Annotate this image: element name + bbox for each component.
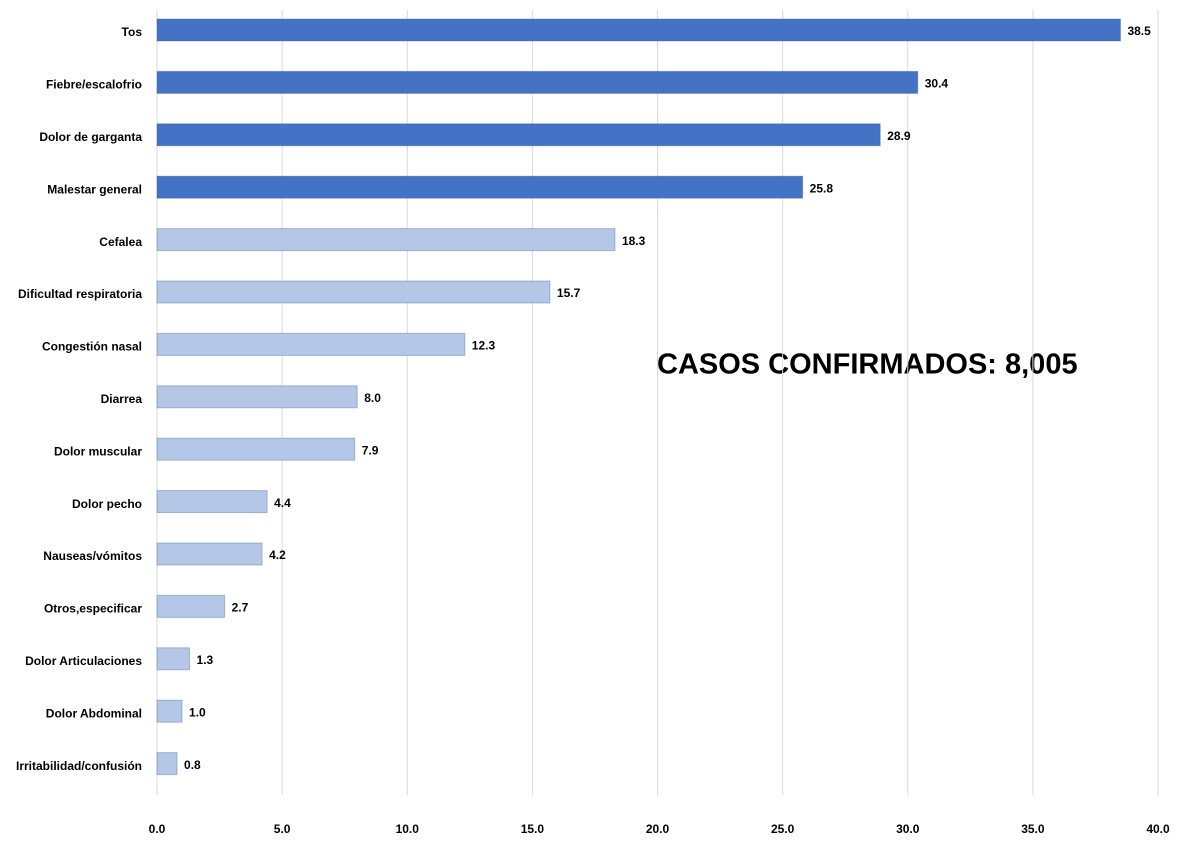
x-tick-label: 25.0: [771, 822, 795, 836]
bar: [156, 490, 268, 514]
x-tick-label: 20.0: [646, 822, 670, 836]
value-label: 1.0: [189, 705, 206, 719]
y-tick-label: Congestión nasal: [42, 340, 142, 354]
y-tick-label: Irritabilidad/confusión: [16, 759, 142, 773]
y-tick-label: Dolor de garganta: [39, 130, 142, 144]
y-tick-label: Dolor pecho: [72, 497, 142, 511]
bar: [156, 70, 919, 94]
bar: [156, 437, 356, 461]
y-tick-label: Malestar general: [47, 182, 142, 196]
value-label: 2.7: [232, 601, 249, 615]
y-tick-label: Tos: [122, 25, 143, 39]
bar: [156, 175, 804, 199]
value-label: 12.3: [472, 339, 496, 353]
x-tick-label: 0.0: [149, 822, 166, 836]
bar: [156, 699, 183, 723]
y-tick-label: Fiebre/escalofrio: [46, 78, 142, 92]
value-label: 28.9: [887, 129, 911, 143]
bar: [156, 123, 881, 147]
y-tick-label: Dolor Abdominal: [46, 706, 142, 720]
y-tick-label: Otros,especificar: [44, 602, 142, 616]
y-tick-label: Diarrea: [101, 392, 143, 406]
value-label: 38.5: [1127, 24, 1151, 38]
value-label: 18.3: [622, 234, 646, 248]
x-tick-label: 10.0: [396, 822, 420, 836]
bar: [156, 542, 263, 566]
x-tick-label: 30.0: [896, 822, 920, 836]
bar: [156, 18, 1121, 42]
value-label: 4.4: [274, 496, 291, 510]
annotation: CASOS CONFIRMADOS: 8,005: [657, 349, 1078, 381]
y-tick-label: Dificultad respiratoria: [18, 287, 142, 301]
y-tick-label: Nauseas/vómitos: [43, 549, 142, 563]
value-label: 8.0: [364, 391, 381, 405]
value-label: 7.9: [362, 443, 379, 457]
y-tick-label: Dolor Articulaciones: [25, 654, 142, 668]
value-label: 1.3: [197, 653, 214, 667]
y-tick-label: Cefalea: [99, 235, 142, 249]
value-label: 0.8: [184, 758, 201, 772]
bar: [156, 647, 191, 671]
x-tick-label: 15.0: [521, 822, 545, 836]
value-label: 30.4: [925, 77, 949, 91]
x-tick-label: 5.0: [274, 822, 291, 836]
x-tick-label: 40.0: [1146, 822, 1170, 836]
x-tick-label: 35.0: [1021, 822, 1045, 836]
y-tick-label: Dolor muscular: [54, 444, 142, 458]
bar: [156, 280, 551, 304]
bar: [156, 594, 226, 618]
value-label: 15.7: [557, 286, 581, 300]
value-label: 4.2: [269, 548, 286, 562]
bar: [156, 332, 466, 356]
bar: [156, 752, 178, 776]
value-label: 25.8: [810, 181, 834, 195]
bar: [156, 385, 358, 409]
bar: [156, 228, 616, 252]
